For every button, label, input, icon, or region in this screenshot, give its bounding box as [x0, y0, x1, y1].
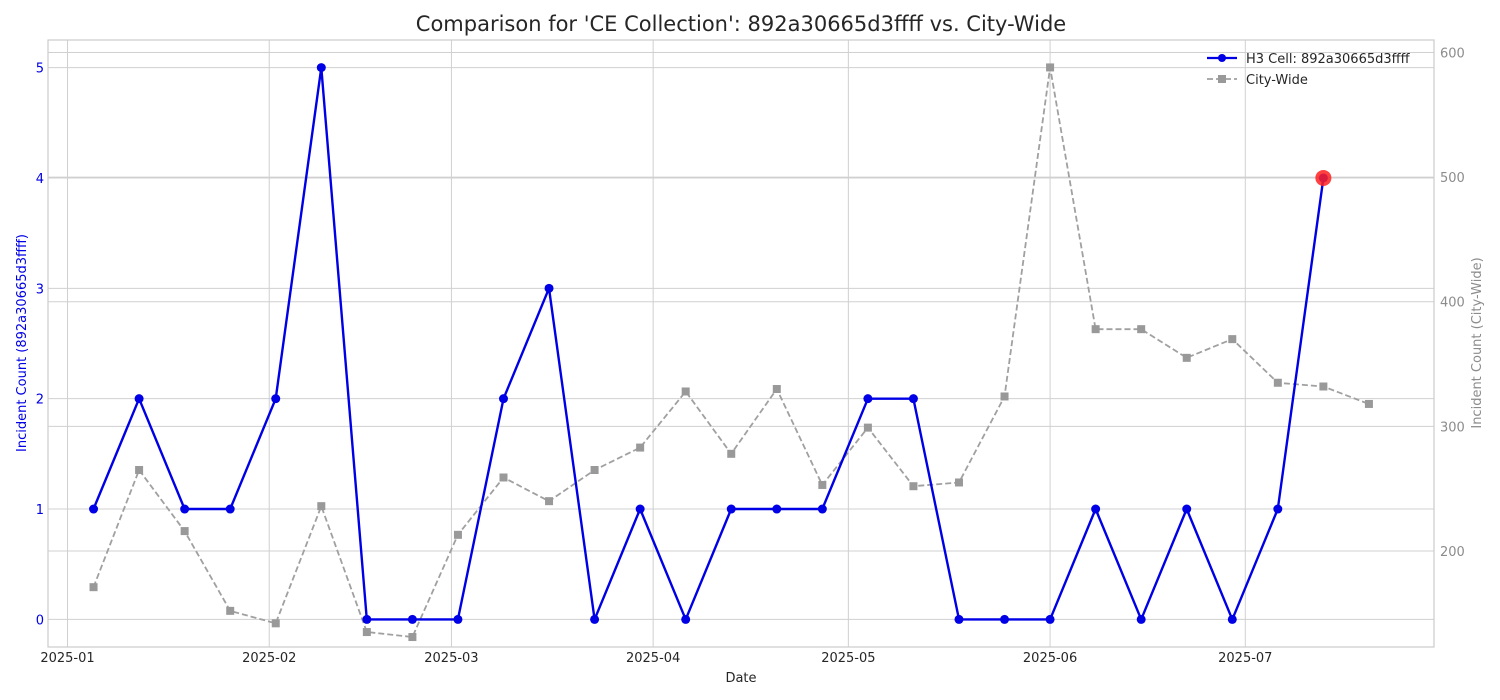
x-axis-label: Date: [725, 671, 756, 686]
data-point-citywide: [863, 423, 872, 432]
data-point-citywide: [408, 633, 417, 642]
data-point-citywide: [954, 478, 963, 487]
data-point-h3: [681, 614, 691, 624]
y-right-tick-label: 200: [1440, 545, 1465, 560]
data-point-citywide: [636, 443, 645, 452]
data-point-citywide: [271, 619, 280, 628]
data-point-citywide: [226, 606, 235, 615]
data-point-citywide: [590, 466, 599, 475]
highlight-point: [1315, 169, 1332, 186]
data-point-citywide: [362, 628, 371, 637]
y-axis-left-label: Incident Count (892a30665d3ffff): [15, 234, 30, 452]
data-point-citywide: [135, 466, 144, 475]
data-point-h3: [1227, 614, 1237, 624]
data-point-h3: [453, 614, 463, 624]
ticks: 2025-01 2025-02 2025-03 2025-04 2025-05 2025-…: [36, 46, 1465, 666]
data-point-h3: [180, 504, 190, 514]
series-line-h3: [92, 66, 1325, 621]
x-tick-label: 2025-04: [626, 651, 680, 666]
data-point-h3: [1045, 614, 1055, 624]
y-left-tick-label: 4: [36, 172, 44, 187]
data-point-h3: [863, 394, 873, 404]
data-point-citywide: [1137, 325, 1146, 334]
legend-label-h3: H3 Cell: 892a30665d3ffff: [1246, 52, 1411, 67]
series-layer: [89, 63, 1373, 642]
data-point-citywide: [453, 530, 462, 539]
data-point-citywide: [1091, 325, 1100, 334]
chart-title: Comparison for 'CE Collection': 892a3066…: [416, 12, 1066, 36]
legend-label-city: City-Wide: [1246, 73, 1308, 88]
legend-marker-h3: [1218, 54, 1226, 62]
data-point-citywide: [1364, 399, 1373, 408]
data-point-h3: [772, 504, 782, 514]
data-point-h3: [908, 394, 918, 404]
data-point-h3: [726, 504, 736, 514]
data-point-citywide: [1228, 335, 1237, 344]
data-point-h3: [1182, 504, 1192, 514]
x-tick-label: 2025-03: [424, 651, 478, 666]
data-point-citywide: [681, 387, 690, 396]
data-point-h3: [362, 614, 372, 624]
data-point-h3: [590, 614, 600, 624]
y-left-tick-label: 5: [36, 62, 44, 77]
data-point-citywide: [1319, 382, 1328, 391]
x-tick-label: 2025-07: [1218, 651, 1272, 666]
data-point-citywide: [1046, 63, 1055, 72]
y-right-tick-label: 600: [1440, 46, 1465, 61]
data-point-citywide: [909, 482, 918, 491]
data-point-citywide: [727, 449, 736, 458]
data-point-h3: [635, 504, 645, 514]
data-point-h3: [89, 504, 99, 514]
data-point-h3: [1091, 504, 1101, 514]
data-point-h3: [954, 614, 964, 624]
data-point-citywide: [772, 384, 781, 393]
data-point-citywide: [499, 473, 508, 482]
x-tick-label: 2025-06: [1023, 651, 1077, 666]
data-point-citywide: [1000, 392, 1009, 401]
data-point-h3: [817, 504, 827, 514]
y-right-tick-label: 400: [1440, 296, 1465, 311]
x-tick-label: 2025-01: [40, 651, 94, 666]
data-point-citywide: [818, 480, 827, 489]
data-point-h3: [225, 504, 235, 514]
data-point-h3: [407, 614, 417, 624]
data-point-h3: [1273, 504, 1283, 514]
data-point-h3: [1000, 614, 1010, 624]
y-left-tick-label: 1: [36, 503, 44, 518]
data-point-h3: [271, 394, 281, 404]
data-point-citywide: [89, 583, 98, 592]
data-point-citywide: [1273, 378, 1282, 387]
data-point-citywide: [1182, 353, 1191, 362]
data-point-citywide: [317, 502, 326, 511]
data-point-h3: [544, 283, 554, 293]
plot-frame: [47, 39, 1435, 648]
y-left-tick-label: 2: [36, 393, 44, 408]
y-right-tick-label: 300: [1440, 420, 1465, 435]
y-axis-right-label: Incident Count (City-Wide): [1470, 257, 1485, 428]
legend-marker-city: [1218, 75, 1226, 83]
x-tick-label: 2025-05: [821, 651, 875, 666]
data-point-h3: [316, 63, 326, 73]
y-left-tick-label: 3: [36, 282, 44, 297]
legend: H3 Cell: 892a30665d3ffff City-Wide: [1207, 52, 1411, 88]
y-right-tick-label: 500: [1440, 171, 1465, 186]
data-point-h3: [1136, 614, 1146, 624]
data-point-h3: [498, 394, 508, 404]
y-left-tick-label: 0: [36, 613, 44, 628]
data-point-h3: [134, 394, 144, 404]
x-tick-label: 2025-02: [242, 651, 296, 666]
data-point-citywide: [545, 497, 554, 506]
data-point-citywide: [180, 527, 189, 536]
